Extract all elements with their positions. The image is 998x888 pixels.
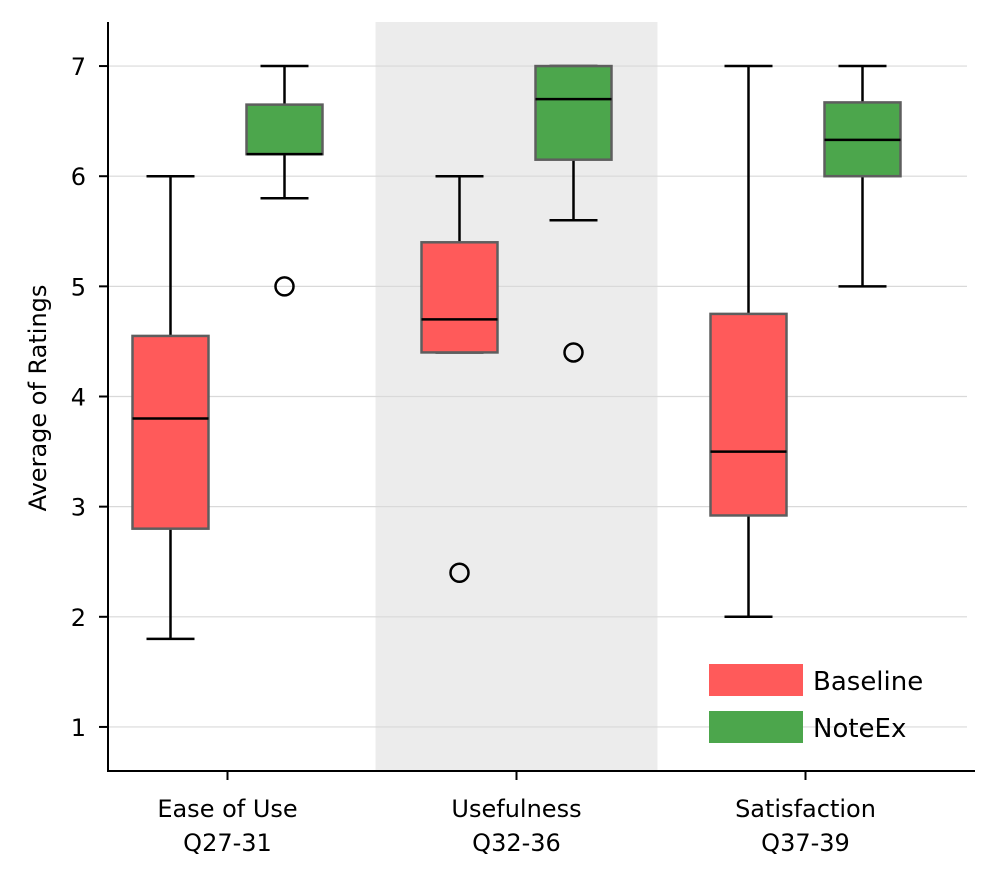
box-iqr <box>245 103 324 156</box>
box-iqr <box>131 334 210 530</box>
box-baseline-1 <box>420 174 499 583</box>
x-tick-label-2-line1: Satisfaction <box>735 795 876 823</box>
legend-label-noteex: NoteEx <box>813 714 906 744</box>
x-tick-label-2-line2: Q37-39 <box>761 829 850 857</box>
legend-label-baseline: Baseline <box>813 667 923 697</box>
y-tick-label-1: 1 <box>71 714 86 742</box>
box-iqr <box>420 241 499 354</box>
x-tick-label-0-line2: Q27-31 <box>183 829 272 857</box>
box-baseline-0 <box>131 174 210 641</box>
y-tick-label-4: 4 <box>71 384 86 412</box>
box-noteex-0 <box>245 64 324 297</box>
y-tick-label-5: 5 <box>71 273 86 301</box>
x-tick-label-1-line2: Q32-36 <box>472 829 561 857</box>
outlier-point <box>274 276 295 297</box>
y-tick-label-7: 7 <box>71 53 86 81</box>
axes-layer: 1 2 3 4 5 6 7 Ease of Use Q27-31 Usefulness Q32-36… <box>71 22 975 857</box>
y-tick-label-6: 6 <box>71 163 86 191</box>
legend-swatch-baseline <box>709 664 803 696</box>
legend: Baseline NoteEx <box>709 664 923 744</box>
box-iqr <box>534 64 613 161</box>
box-layer <box>131 64 902 641</box>
y-axis-label: Average of Ratings <box>24 285 52 512</box>
legend-swatch-noteex <box>709 711 803 743</box>
outlier-point <box>449 562 470 583</box>
box-baseline-2 <box>709 64 788 619</box>
x-tick-label-1-line1: Usefulness <box>451 795 581 823</box>
x-tick-label-0-line1: Ease of Use <box>157 795 297 823</box>
y-tick-label-2: 2 <box>71 604 86 632</box>
box-noteex-2 <box>823 64 902 288</box>
box-iqr <box>709 312 788 517</box>
outlier-point <box>563 342 584 363</box>
y-tick-label-3: 3 <box>71 494 86 522</box>
box-noteex-1 <box>534 64 613 363</box>
